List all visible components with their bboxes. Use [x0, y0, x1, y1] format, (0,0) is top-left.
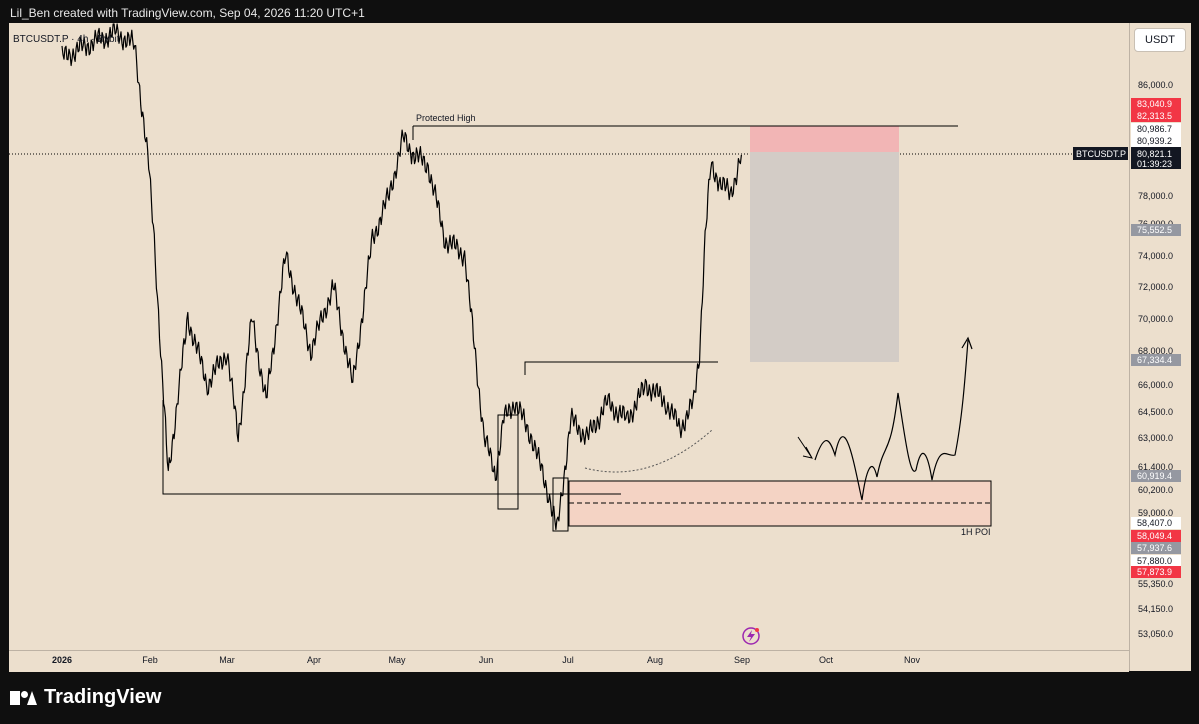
- tradingview-icon: [10, 689, 38, 707]
- time-axis-labels: 2026 Feb Mar Apr May Jun Jul Aug Sep Oct Nov: [52, 655, 921, 665]
- price-tick-label: 59,000.0: [1138, 508, 1173, 518]
- forecast-path: [814, 339, 969, 501]
- price-tick-label: 61,400.0: [1138, 462, 1173, 472]
- protected-high-label: Protected High: [416, 113, 476, 123]
- forecast-arrow-head: [961, 336, 973, 350]
- price-tag: [1131, 555, 1181, 567]
- current-price-tag: [1131, 147, 1181, 169]
- price-tag: [1131, 470, 1181, 482]
- price-tag-label: 82,313.5: [1137, 111, 1172, 121]
- price-tag-label: 75,552.5: [1137, 225, 1172, 235]
- price-tag: [1131, 517, 1181, 529]
- price-tick-label: 68,000.0: [1138, 346, 1173, 356]
- tradingview-brand: TradingView: [44, 686, 162, 708]
- tradingview-logo[interactable]: TradingView: [10, 686, 161, 709]
- price-tick-label: 74,000.0: [1138, 251, 1173, 261]
- structure-box-2: [552, 477, 569, 532]
- time-tick-label: May: [388, 655, 406, 665]
- time-tick-label: Jun: [479, 655, 494, 665]
- forecast-arrow-small: [797, 436, 813, 459]
- price-tag-label: 83,040.9: [1137, 99, 1172, 109]
- time-tick-label: Mar: [219, 655, 235, 665]
- time-tick-label: Jul: [562, 655, 574, 665]
- target-zone: [750, 152, 899, 362]
- price-tag: [1131, 123, 1181, 135]
- price-tick-label: 72,000.0: [1138, 282, 1173, 292]
- price-tag-label: 58,407.0: [1137, 518, 1172, 528]
- price-tag-label: 57,873.9: [1137, 567, 1172, 577]
- price-tag-label: 80,939.2: [1137, 136, 1172, 146]
- time-tick-label: Feb: [142, 655, 158, 665]
- price-tick-label: 63,000.0: [1138, 433, 1173, 443]
- current-symbol-tag: [1073, 147, 1128, 160]
- chart-header: Lil_Ben created with TradingView.com, Se…: [10, 6, 365, 20]
- price-tag-label: 57,880.0: [1137, 556, 1172, 566]
- price-tag-label: 57,937.6: [1137, 543, 1172, 553]
- price-tick-label: 64,500.0: [1138, 407, 1173, 417]
- time-tick-label: Oct: [819, 655, 834, 665]
- current-symbol-label: BTCUSDT.P: [1076, 149, 1126, 159]
- dotted-projection: [584, 429, 713, 473]
- price-tag-label: 60,919.4: [1137, 471, 1172, 481]
- time-tick-label: Nov: [904, 655, 921, 665]
- currency-button[interactable]: USDT: [1134, 28, 1186, 52]
- current-price-countdown: 01:39:23: [1137, 159, 1172, 169]
- price-tag: [1131, 110, 1181, 122]
- poi-label: 1H POI: [961, 527, 991, 537]
- price-tag-label: 67,334.4: [1137, 355, 1172, 365]
- price-series-line: [61, 23, 742, 531]
- price-tick-label: 60,200.0: [1138, 485, 1173, 495]
- price-tag-label: 80,986.7: [1137, 124, 1172, 134]
- price-tick-label: 78,000.0: [1138, 191, 1173, 201]
- price-tags: 83,040.9 82,313.5 80,986.7 80,939.2 75,552.5…: [1131, 98, 1181, 578]
- price-tick-label: 55,350.0: [1138, 579, 1173, 589]
- price-tag: [1131, 566, 1181, 578]
- price-tick-label: 54,150.0: [1138, 604, 1173, 614]
- price-tick-label: 70,000.0: [1138, 314, 1173, 324]
- time-tick-label: Sep: [734, 655, 750, 665]
- price-tag: [1131, 354, 1181, 366]
- bolt-icon: [742, 627, 760, 645]
- price-tag: [1131, 542, 1181, 554]
- price-tick-label: 66,000.0: [1138, 380, 1173, 390]
- current-price-value: 80,821.1: [1137, 149, 1172, 159]
- price-tag: [1131, 224, 1181, 236]
- structure-line-low: [162, 400, 621, 495]
- time-tick-label: Aug: [647, 655, 663, 665]
- time-tick-label: Apr: [307, 655, 321, 665]
- stop-zone: [750, 126, 899, 152]
- price-tick-label: 53,050.0: [1138, 629, 1173, 639]
- price-tag-label: 58,049.4: [1137, 531, 1172, 541]
- price-tag: [1131, 135, 1181, 147]
- time-tick-label: 2026: [52, 655, 72, 665]
- price-tag: [1131, 98, 1181, 110]
- time-axis[interactable]: [9, 650, 1129, 672]
- structure-line-high: [524, 361, 718, 375]
- symbol-label: BTCUSDT.P · 4h · Bybit: [13, 34, 120, 45]
- price-tick-label: 86,000.0: [1138, 80, 1173, 90]
- price-tag: [1131, 530, 1181, 542]
